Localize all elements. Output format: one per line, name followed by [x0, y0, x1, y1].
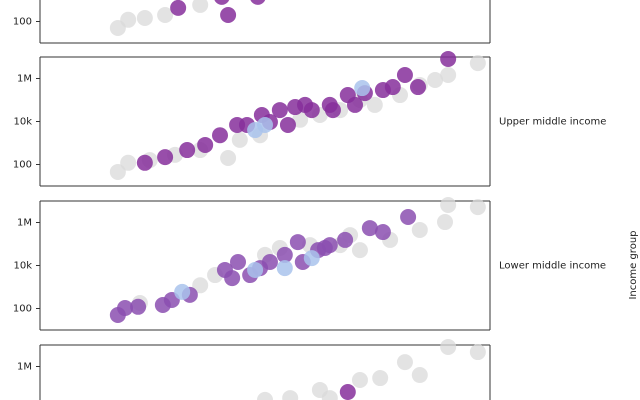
- point: [257, 116, 273, 133]
- point: [261, 254, 278, 271]
- point: [230, 254, 246, 271]
- point: [400, 209, 417, 226]
- y-tick-label: 1M: [17, 218, 32, 229]
- point: [212, 127, 228, 144]
- point: [384, 79, 401, 96]
- point: [289, 234, 306, 251]
- point: [469, 344, 486, 361]
- point: [220, 150, 237, 167]
- point: [117, 300, 134, 317]
- y-tick-label: 1M: [17, 74, 32, 85]
- point: [276, 246, 293, 263]
- y-tick-label: 10k: [13, 117, 32, 128]
- point: [179, 142, 196, 159]
- y-tick-label: 100: [13, 304, 32, 315]
- point: [354, 80, 371, 97]
- panel-frame: [39, 0, 491, 44]
- point: [324, 102, 341, 119]
- panel-frame: [39, 344, 491, 400]
- point: [130, 298, 147, 315]
- point: [271, 102, 288, 119]
- point: [347, 96, 363, 113]
- point: [224, 270, 241, 287]
- point: [440, 50, 457, 67]
- point: [374, 224, 391, 241]
- facet-title: Income group: [628, 230, 639, 299]
- point: [321, 390, 338, 400]
- point: [427, 72, 444, 89]
- point: [120, 11, 137, 28]
- point: [276, 260, 293, 277]
- point: [109, 163, 126, 180]
- point: [469, 199, 486, 216]
- point: [247, 261, 264, 278]
- point: [372, 370, 389, 387]
- point: [411, 367, 428, 384]
- point: [197, 136, 214, 153]
- point: [192, 277, 209, 294]
- point: [250, 0, 266, 5]
- point: [279, 116, 296, 133]
- point: [157, 149, 174, 166]
- point: [192, 0, 209, 13]
- y-tick-label: 100: [13, 17, 32, 28]
- point: [220, 7, 237, 24]
- point: [396, 354, 413, 371]
- point: [303, 102, 320, 119]
- point: [282, 390, 299, 400]
- point: [469, 55, 486, 72]
- point: [136, 154, 153, 171]
- point: [440, 67, 457, 84]
- point: [339, 384, 356, 400]
- point: [292, 111, 309, 128]
- point: [120, 154, 137, 171]
- point: [396, 67, 413, 84]
- point: [440, 338, 457, 355]
- point: [231, 131, 248, 148]
- point: [321, 237, 338, 254]
- point: [303, 250, 320, 267]
- y-tick-label: 100: [13, 160, 32, 171]
- point: [351, 372, 368, 389]
- y-tick-label: 1M: [17, 362, 32, 373]
- point: [361, 220, 378, 237]
- point: [351, 242, 368, 259]
- point: [174, 283, 191, 300]
- point: [440, 197, 457, 214]
- point: [411, 221, 428, 238]
- facet-label: Lower middle income: [499, 261, 606, 272]
- point: [157, 7, 174, 24]
- point: [410, 79, 426, 96]
- facet-label: Upper middle income: [499, 117, 606, 128]
- point: [136, 10, 153, 27]
- y-tick-label: 10k: [13, 261, 32, 272]
- point: [170, 0, 187, 16]
- point: [337, 231, 354, 248]
- point: [257, 391, 273, 400]
- point: [437, 214, 453, 231]
- point: [366, 96, 383, 113]
- point: [214, 0, 230, 5]
